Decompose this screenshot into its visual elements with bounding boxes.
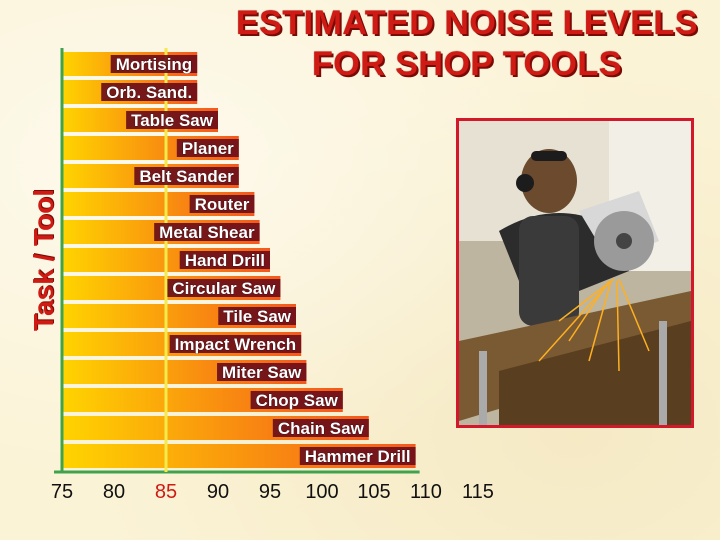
x-tick-label-1: 80 [103,481,125,503]
bar-label-box-10 [169,335,302,353]
bar-label-13: Chain Saw [278,419,365,438]
bar-label-box-13 [272,419,369,437]
bar-label-4: Belt Sander [139,167,234,186]
bar-label-10: Impact Wrench [175,335,297,354]
bar-label-5: Router [195,195,250,214]
bar-label-14: Hammer Drill [305,447,411,466]
bar-label-2: Table Saw [131,111,214,130]
bar-label-box-8 [167,279,281,297]
bar-label-box-14 [299,447,416,465]
bar-label-box-4 [134,167,239,185]
bar-label-1: Orb. Sand. [106,83,192,102]
bar-label-box-11 [217,363,307,381]
x-tick-label-8: 115 [462,481,494,503]
x-tick-label-2: 85 [155,481,177,503]
chart-title-line-1: ESTIMATED NOISE LEVELS [236,4,698,42]
bar-label-box-9 [218,307,296,325]
bar-label-box-6 [154,223,260,241]
x-tick-label-4: 95 [259,481,281,503]
bar-label-7: Hand Drill [185,251,265,270]
chart-title-line-2: FOR SHOP TOOLS [312,45,622,83]
bar-label-box-7 [179,251,270,269]
x-tick-label-5: 100 [305,481,338,503]
bar-label-box-2 [126,111,218,129]
bar-label-3: Planer [182,139,234,158]
x-tick-label-7: 110 [410,481,442,503]
bar-label-8: Circular Saw [172,279,276,298]
bar-label-0: Mortising [116,55,193,74]
x-tick-label-6: 105 [357,481,390,503]
bar-label-9: Tile Saw [223,307,291,326]
y-axis-label: Task / Tool [28,188,59,332]
bar-label-11: Miter Saw [222,363,302,382]
bar-label-12: Chop Saw [256,391,339,410]
bar-label-box-12 [250,391,343,409]
bar-label-box-0 [110,55,198,73]
bar-label-6: Metal Shear [159,223,255,242]
x-tick-label-3: 90 [207,481,229,503]
bar-label-box-1 [101,83,198,101]
bar-label-box-3 [176,139,239,157]
worker-with-circular-saw-photo [456,118,694,428]
x-tick-label-0: 75 [51,481,73,503]
bar-label-box-5 [189,195,255,213]
